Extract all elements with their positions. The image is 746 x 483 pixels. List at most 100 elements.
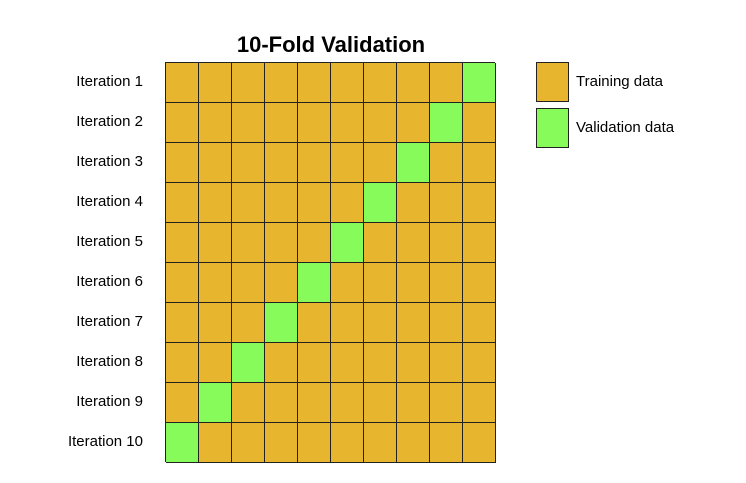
training-fold-cell — [298, 63, 331, 103]
training-fold-cell — [463, 143, 496, 183]
validation-fold-cell — [265, 303, 298, 343]
training-fold-cell — [232, 223, 265, 263]
training-fold-cell — [364, 223, 397, 263]
training-fold-cell — [166, 303, 199, 343]
training-fold-cell — [331, 103, 364, 143]
training-fold-cell — [430, 383, 463, 423]
training-fold-cell — [463, 183, 496, 223]
training-fold-cell — [463, 343, 496, 383]
validation-fold-cell — [232, 343, 265, 383]
training-fold-cell — [463, 423, 496, 463]
training-fold-cell — [397, 423, 430, 463]
training-fold-cell — [331, 183, 364, 223]
training-fold-cell — [298, 303, 331, 343]
training-fold-cell — [397, 183, 430, 223]
training-fold-cell — [199, 143, 232, 183]
iteration-label: Iteration 4 — [76, 193, 143, 210]
training-fold-cell — [265, 263, 298, 303]
training-fold-cell — [430, 423, 463, 463]
training-fold-cell — [331, 143, 364, 183]
training-fold-cell — [364, 303, 397, 343]
training-fold-cell — [463, 103, 496, 143]
training-fold-cell — [166, 263, 199, 303]
training-fold-cell — [364, 423, 397, 463]
training-fold-cell — [166, 63, 199, 103]
training-fold-cell — [331, 303, 364, 343]
training-fold-cell — [199, 183, 232, 223]
training-fold-cell — [397, 343, 430, 383]
iteration-label: Iteration 2 — [76, 113, 143, 130]
training-fold-cell — [232, 423, 265, 463]
training-fold-cell — [298, 143, 331, 183]
iteration-label: Iteration 8 — [76, 353, 143, 370]
training-fold-cell — [364, 63, 397, 103]
training-fold-cell — [166, 223, 199, 263]
training-fold-cell — [430, 143, 463, 183]
validation-fold-cell — [298, 263, 331, 303]
legend-training-label: Training data — [576, 73, 663, 90]
training-fold-cell — [430, 343, 463, 383]
training-fold-cell — [265, 343, 298, 383]
training-fold-cell — [166, 103, 199, 143]
iteration-label: Iteration 9 — [76, 393, 143, 410]
training-fold-cell — [199, 263, 232, 303]
training-fold-cell — [265, 63, 298, 103]
training-fold-cell — [199, 343, 232, 383]
training-fold-cell — [232, 383, 265, 423]
training-fold-cell — [199, 223, 232, 263]
training-fold-cell — [331, 263, 364, 303]
training-fold-cell — [463, 303, 496, 343]
training-fold-cell — [265, 103, 298, 143]
validation-fold-cell — [166, 423, 199, 463]
training-fold-cell — [430, 303, 463, 343]
training-fold-cell — [199, 63, 232, 103]
training-fold-cell — [397, 103, 430, 143]
training-fold-cell — [166, 343, 199, 383]
iteration-label: Iteration 5 — [76, 233, 143, 250]
training-fold-cell — [331, 343, 364, 383]
training-fold-cell — [199, 303, 232, 343]
training-fold-cell — [298, 183, 331, 223]
iteration-label: Iteration 1 — [76, 73, 143, 90]
training-fold-cell — [298, 103, 331, 143]
legend-validation-label: Validation data — [576, 119, 675, 136]
training-fold-cell — [331, 383, 364, 423]
training-fold-cell — [463, 263, 496, 303]
validation-fold-cell — [199, 383, 232, 423]
training-fold-cell — [232, 263, 265, 303]
training-fold-cell — [298, 223, 331, 263]
training-fold-cell — [331, 63, 364, 103]
training-fold-cell — [232, 63, 265, 103]
training-fold-cell — [430, 223, 463, 263]
iteration-label: Iteration 10 — [67, 433, 143, 450]
iteration-label: Iteration 3 — [76, 153, 143, 170]
validation-fold-cell — [397, 143, 430, 183]
training-fold-cell — [463, 383, 496, 423]
fold-grid — [165, 62, 496, 463]
training-fold-cell — [364, 143, 397, 183]
training-fold-cell — [265, 183, 298, 223]
training-fold-cell — [265, 223, 298, 263]
training-fold-cell — [232, 303, 265, 343]
validation-fold-cell — [364, 183, 397, 223]
training-fold-cell — [232, 143, 265, 183]
training-fold-cell — [265, 143, 298, 183]
training-fold-cell — [397, 223, 430, 263]
iteration-label: Iteration 6 — [76, 273, 143, 290]
legend-validation-swatch — [536, 108, 569, 148]
training-fold-cell — [364, 103, 397, 143]
validation-fold-cell — [463, 63, 496, 103]
training-fold-cell — [364, 383, 397, 423]
training-fold-cell — [199, 423, 232, 463]
diagram-title: 10-Fold Validation — [236, 32, 426, 57]
training-fold-cell — [397, 263, 430, 303]
training-fold-cell — [364, 263, 397, 303]
training-fold-cell — [232, 103, 265, 143]
training-fold-cell — [430, 183, 463, 223]
training-fold-cell — [199, 103, 232, 143]
training-fold-cell — [430, 63, 463, 103]
training-fold-cell — [298, 343, 331, 383]
training-fold-cell — [397, 63, 430, 103]
iteration-label: Iteration 7 — [76, 313, 143, 330]
training-fold-cell — [331, 423, 364, 463]
